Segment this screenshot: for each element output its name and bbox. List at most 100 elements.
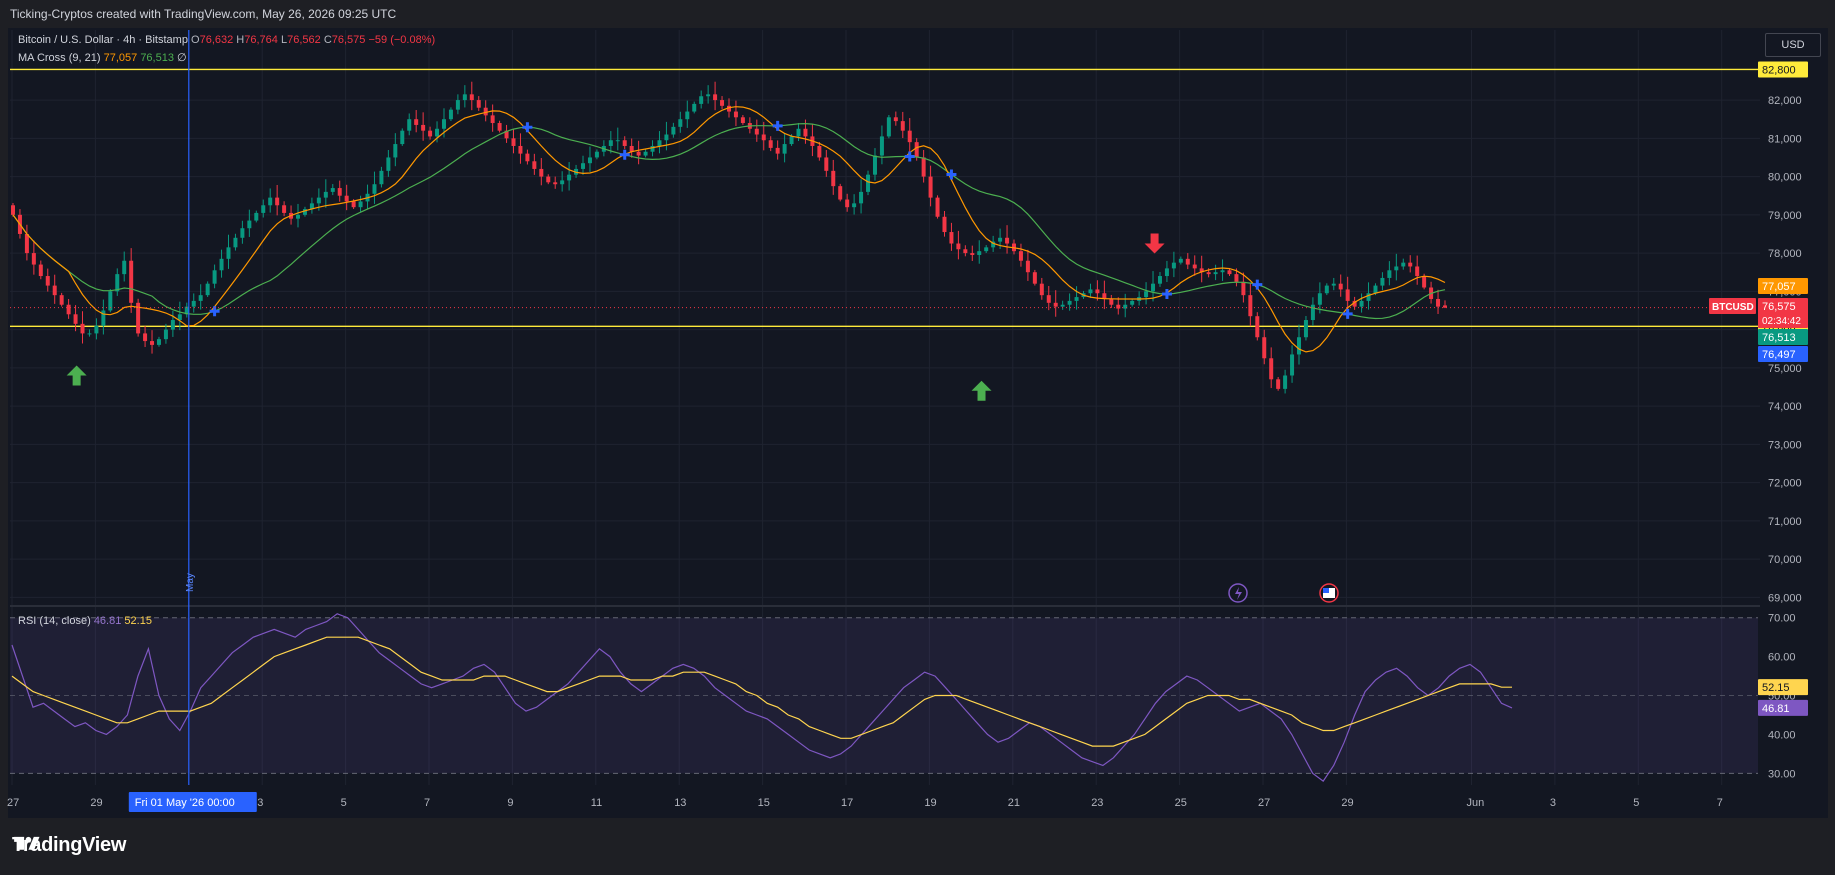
level-tag[interactable] [1758,61,1808,78]
candle-body[interactable] [296,214,301,219]
candle-body[interactable] [136,302,141,334]
candle-body[interactable] [594,151,599,158]
candle-body[interactable] [1255,316,1260,338]
candle-body[interactable] [1005,237,1010,244]
candle-body[interactable] [156,339,161,345]
candle-body[interactable] [796,128,801,137]
candle-body[interactable] [852,203,857,208]
candle-body[interactable] [1283,375,1288,389]
candle-body[interactable] [1053,302,1058,307]
candle-body[interactable] [101,310,106,326]
candle-body[interactable] [567,174,572,181]
candle-body[interactable] [309,203,314,210]
candle-body[interactable] [1213,272,1218,275]
candle-body[interactable] [1164,268,1169,277]
price-tag[interactable] [1758,346,1808,362]
ma-cross-marker[interactable] [946,169,957,180]
candle-body[interactable] [330,188,335,192]
candle-body[interactable] [726,105,731,112]
candle-body[interactable] [935,197,940,217]
candle-body[interactable] [1331,283,1336,286]
candle-body[interactable] [706,94,711,97]
candle-body[interactable] [532,161,537,169]
candle-body[interactable] [1025,260,1030,273]
candle-body[interactable] [977,251,982,255]
price-tag[interactable] [1758,329,1808,345]
currency-button[interactable]: USD [1765,33,1821,57]
ma-cross-marker[interactable] [772,120,783,131]
candle-body[interactable] [817,145,822,158]
candle-body[interactable] [1074,297,1079,301]
candle-body[interactable] [692,103,697,112]
candle-body[interactable] [108,291,113,311]
candle-body[interactable] [539,168,544,177]
candle-body[interactable] [1220,270,1225,273]
candle-body[interactable] [94,325,99,334]
candle-body[interactable] [1185,258,1190,265]
candle-body[interactable] [323,191,328,198]
candle-body[interactable] [476,100,481,108]
candle-body[interactable] [254,212,259,221]
candle-body[interactable] [1241,281,1246,296]
candle-body[interactable] [956,243,961,250]
rsi-line[interactable] [11,613,1513,782]
candle-body[interactable] [754,128,759,135]
candle-body[interactable] [455,100,460,110]
candle-body[interactable] [907,130,912,143]
candle-body[interactable] [115,274,120,292]
candle-body[interactable] [233,237,238,248]
candle-body[interactable] [52,285,57,296]
candle-body[interactable] [838,186,843,200]
crosshair-time-tag[interactable] [128,792,257,812]
candle-body[interactable] [73,314,78,324]
candle-body[interactable] [1276,379,1281,389]
candle-body[interactable] [1303,320,1308,338]
candle-body[interactable] [859,191,864,204]
candle-body[interactable] [1199,268,1204,273]
candle-body[interactable] [1234,274,1239,282]
symbol-tag[interactable] [1709,298,1756,314]
candle-body[interactable] [518,145,523,154]
candle-body[interactable] [587,157,592,164]
candle-body[interactable] [1415,266,1420,277]
candle-body[interactable] [615,140,620,142]
candle-body[interactable] [761,134,766,141]
candle-body[interactable] [212,270,217,284]
candle-body[interactable] [866,174,871,192]
candle-body[interactable] [45,276,50,286]
candle-body[interactable] [914,142,919,158]
candle-body[interactable] [358,201,363,208]
candle-body[interactable] [1157,276,1162,284]
candle-body[interactable] [699,96,704,104]
candle-body[interactable] [386,157,391,171]
candle-body[interactable] [66,304,71,315]
candle-body[interactable] [657,140,662,146]
buy-arrow-icon[interactable] [971,380,992,401]
candle-body[interactable] [546,176,551,183]
candle-body[interactable] [942,216,947,233]
candle-body[interactable] [1373,285,1378,294]
candle-body[interactable] [636,151,641,156]
symbol-label[interactable]: Bitcoin / U.S. Dollar · 4h · Bitstamp [18,34,188,46]
candle-body[interactable] [490,115,495,124]
candle-body[interactable] [1442,305,1447,308]
candle-body[interactable] [407,119,412,131]
rsi-ma-line[interactable] [11,636,1512,747]
candle-body[interactable] [1039,283,1044,296]
candle-body[interactable] [1317,293,1322,305]
candle-body[interactable] [1067,300,1072,305]
ma-cross-label[interactable]: MA Cross (9, 21) [18,52,101,64]
candle-body[interactable] [608,140,613,146]
candle-body[interactable] [803,128,808,137]
candle-body[interactable] [1408,262,1413,267]
buy-arrow-icon[interactable] [66,365,87,386]
candle-body[interactable] [462,94,467,101]
candle-body[interactable] [143,333,148,342]
candle-body[interactable] [87,333,92,335]
candle-body[interactable] [302,209,307,215]
candle-body[interactable] [1387,270,1392,278]
candle-body[interactable] [282,205,287,213]
candle-body[interactable] [337,188,342,196]
candle-body[interactable] [268,197,273,206]
candle-body[interactable] [893,117,898,122]
